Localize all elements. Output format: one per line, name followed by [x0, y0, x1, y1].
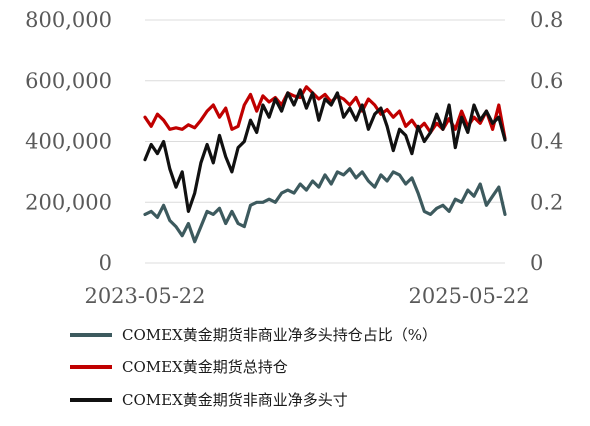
legend-label: COMEX黄金期货非商业净多头持仓占比（%）: [122, 326, 437, 344]
x-tick-label: 2025-05-22: [409, 284, 530, 308]
y-right-tick-label: 0.8: [530, 8, 563, 32]
y-left-tick-label: 0: [99, 251, 112, 275]
y-left-tick-label: 600,000: [25, 69, 112, 93]
series-line-0: [143, 167, 507, 244]
y-left-tick-label: 800,000: [25, 8, 112, 32]
y-axis-right: 0 0.2 0.4 0.6 0.8: [530, 8, 563, 275]
y-axis-left: 0 200,000 400,000 600,000 800,000: [25, 8, 112, 275]
y-right-tick-label: 0.6: [530, 69, 563, 93]
y-right-tick-label: 0: [530, 251, 543, 275]
legend-label: COMEX黄金期货非商业净多头寸: [122, 391, 348, 409]
y-right-tick-label: 0.4: [530, 130, 563, 154]
series-line-2: [143, 88, 507, 213]
legend: COMEX黄金期货非商业净多头持仓占比（%） COMEX黄金期货总持仓 COMEX黄…: [70, 326, 437, 409]
y-left-tick-label: 200,000: [25, 190, 112, 214]
y-left-tick-label: 400,000: [25, 130, 112, 154]
x-tick-label: 2023-05-22: [84, 284, 205, 308]
y-right-tick-label: 0.2: [530, 190, 563, 214]
gridlines: [145, 19, 505, 264]
legend-label: COMEX黄金期货总持仓: [122, 358, 288, 376]
x-axis: 2023-05-22 2025-05-22: [84, 284, 529, 308]
series-lines: [143, 85, 507, 244]
